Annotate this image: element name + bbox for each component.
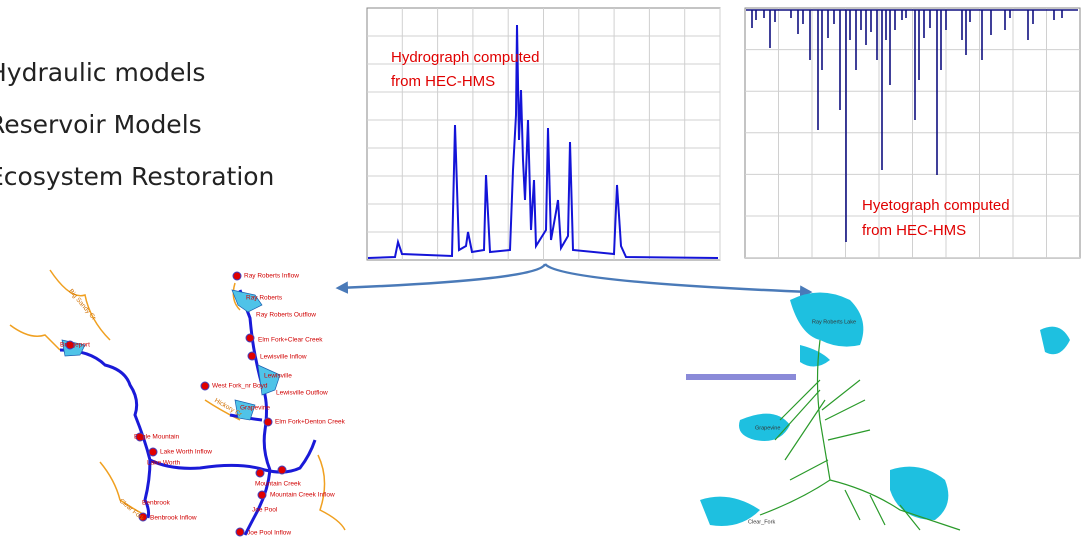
arrow	[335, 263, 547, 294]
map-label: Joe Pool	[252, 507, 278, 514]
map-labels: Ray Roberts Inflow Ray Roberts Ray Rober…	[60, 273, 346, 537]
map-label: Lewisville Inflow	[260, 354, 307, 361]
map-label: Benbrook	[142, 500, 171, 507]
map-label: West Fork_nr Boyd	[212, 383, 268, 390]
hydrograph-grid	[367, 8, 721, 260]
bullet-list: Hydraulic models Reservoir Models Ecosys…	[0, 58, 274, 191]
annotation: Hydrograph computed	[391, 49, 539, 66]
bullet: Hydraulic models	[0, 58, 205, 87]
map-label: Elm Fork+Clear Creek	[258, 337, 323, 344]
lakes	[700, 292, 1070, 526]
map-label: Ray Roberts Inflow	[244, 273, 299, 280]
map-label: Grapevine	[755, 425, 780, 431]
hydrograph-line	[367, 24, 719, 259]
left-map: Ray Roberts Inflow Ray Roberts Ray Rober…	[9, 269, 346, 537]
map-label: Elm Fork+Denton Creek	[275, 419, 346, 426]
bullet: Ecosystem Restoration	[0, 162, 274, 191]
map-label: Lewisville	[264, 373, 292, 380]
junctions	[65, 271, 287, 537]
hyetograph-bars	[746, 9, 1078, 242]
map-label: Ray Roberts Outflow	[256, 312, 316, 319]
map-label: Clear_Fork	[748, 519, 775, 525]
map-label: Eagle Mountain	[134, 434, 180, 441]
annotation: from HEC-HMS	[862, 222, 966, 239]
map-label: Ray Roberts	[246, 295, 283, 302]
map-label: Benbrook Inflow	[150, 515, 197, 522]
right-map: Ray Roberts Lake Grapevine Clear_Fork	[686, 292, 1070, 531]
map-label: Lake Worth	[147, 460, 181, 467]
tributaries	[9, 269, 346, 531]
river-network	[759, 339, 961, 531]
map-label: Big Sandy Cr	[67, 288, 98, 322]
annotation: from HEC-HMS	[391, 73, 495, 90]
arrow	[544, 263, 813, 298]
map-label: Lake Worth Inflow	[160, 449, 212, 456]
map-label: Lewisville Outflow	[276, 390, 328, 397]
map-label: Bridgeport	[60, 342, 90, 349]
map-label: Mountain Creek Inflow	[270, 492, 335, 499]
hydrograph: Hydrograph computed from HEC-HMS	[366, 7, 721, 261]
map-label: Ray Roberts Lake	[812, 319, 856, 325]
map-label: Grapevine	[240, 405, 270, 412]
lakes	[61, 289, 281, 421]
map-label: Joe Pool Inflow	[247, 530, 291, 537]
bullet: Reservoir Models	[0, 110, 202, 139]
annotation: Hyetograph computed	[862, 197, 1010, 214]
hyetograph: Hyetograph computed from HEC-HMS	[744, 7, 1081, 259]
cross-sections	[686, 374, 796, 380]
map-label: Mountain Creek	[255, 481, 302, 488]
